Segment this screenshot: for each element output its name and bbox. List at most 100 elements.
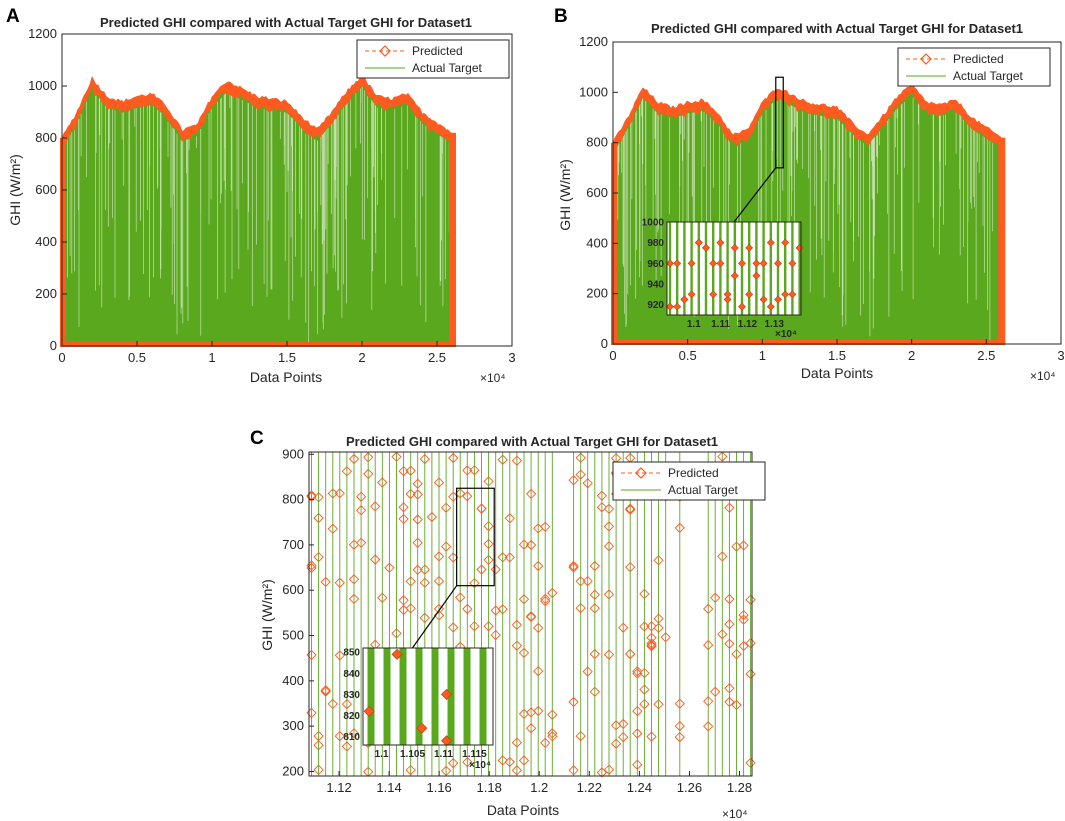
chart-b-inset-predicted-point — [666, 302, 674, 311]
chart-b-legend-predicted-label: Predicted — [953, 52, 1004, 66]
chart-a-xtick-label: 2 — [358, 350, 365, 365]
chart-b-inset-xtick-label: 1.12 — [738, 319, 758, 330]
chart-a-predicted-right-edge — [449, 132, 456, 346]
chart-b-inset-predicted-point — [687, 259, 696, 268]
chart-b-legend-predicted-marker — [920, 53, 932, 65]
chart-b-predicted-right-edge — [998, 137, 1006, 344]
chart-c-zoom-connector — [411, 585, 458, 649]
chart-a-ytick-label: 1000 — [28, 78, 57, 93]
chart-c-inset-ytick-label: 850 — [343, 648, 360, 659]
chart-b-inset-predicted-point — [702, 243, 710, 252]
chart-b-inset-predicted-point — [766, 238, 775, 247]
chart-b-inset-predicted-point — [774, 295, 782, 304]
chart-c-xtick-label: 1.18 — [477, 780, 502, 795]
chart-a-x-exponent: ×10⁴ — [480, 371, 506, 385]
chart-a-ylabel: GHI (W/m²) — [7, 154, 23, 226]
chart-b-inset-xtick-label: 1.11 — [711, 319, 730, 330]
chart-b-inset-predicted-point — [745, 290, 754, 299]
chart-b-xtick-label: 2.5 — [977, 348, 995, 363]
chart-c-inset-ytick-label: 840 — [343, 669, 360, 680]
chart-a-title: Predicted GHI compared with Actual Targe… — [100, 15, 472, 30]
chart-a-legend-predicted-label: Predicted — [412, 44, 463, 58]
chart-c-xlabel: Data Points — [487, 802, 559, 818]
chart-c-inset-xtick-label: 1.11 — [434, 749, 453, 760]
chart-a-xlabel: Data Points — [250, 369, 322, 385]
chart-b-inset-predicted-point — [709, 290, 718, 299]
chart-b-inset-predicted-point — [716, 259, 725, 268]
chart-b-legend-box — [897, 47, 1051, 87]
chart-a-ytick-label: 0 — [50, 338, 57, 353]
chart-a-ytick-label: 200 — [35, 286, 57, 301]
chart-b-inset-predicted-point — [709, 259, 718, 268]
chart-b-inset-predicted-point — [738, 302, 746, 311]
chart-b-inset-predicted-point — [680, 295, 689, 304]
chart-b-inset-predicted-point — [666, 259, 674, 268]
chart-c-plot-frame — [308, 451, 753, 777]
chart-b-legend: Predicted Actual Target — [897, 47, 1051, 87]
chart-b-ytick-label: 400 — [586, 235, 608, 250]
chart-b-xtick-label: 2 — [908, 348, 915, 363]
chart-b-inset-predicted-point — [730, 271, 739, 280]
chart-a-legend-predicted-marker — [379, 45, 391, 57]
chart-b-predicted-baseline — [611, 340, 1006, 345]
chart-c-inset-predicted-point — [391, 648, 403, 660]
chart-b-xtick-label: 3 — [1057, 348, 1064, 363]
chart-c-xtick-label: 1.14 — [376, 780, 401, 795]
chart-c-legend-predicted-label: Predicted — [668, 466, 719, 480]
chart-a-xtick-label: 3 — [508, 350, 515, 365]
chart-b-inset-frame — [666, 221, 802, 316]
chart-b-zoom-connector — [733, 167, 777, 223]
chart-c-xtick-label: 1.16 — [426, 780, 451, 795]
chart-b-xtick-label: 1 — [759, 348, 766, 363]
chart-c-xtick-label: 1.22 — [577, 780, 602, 795]
chart-c-legend: Predicted Actual Target — [612, 461, 766, 501]
chart-b-title: Predicted GHI compared with Actual Targe… — [651, 21, 1023, 36]
chart-b-inset-predicted-point — [745, 243, 754, 252]
chart-a-xtick-label: 1.5 — [278, 350, 296, 365]
chart-c-inset-ytick-label: 810 — [343, 732, 360, 743]
chart-b-xlabel: Data Points — [801, 365, 873, 381]
chart-b-inset-predicted-point — [673, 302, 682, 311]
chart-b-inset-xtick-label: 1.1 — [687, 319, 701, 330]
chart-c-xtick-label: 1.24 — [627, 780, 652, 795]
chart-c-xtick-label: 1.12 — [326, 780, 351, 795]
chart-a-ytick-label: 400 — [35, 234, 57, 249]
chart-b-inset-predicted-point — [788, 290, 797, 299]
chart-c-zoom-box — [456, 487, 495, 587]
chart-c-x-exponent: ×10⁴ — [722, 807, 748, 821]
chart-b-inset-ytick-label: 940 — [647, 280, 664, 291]
chart-b-inset-ytick-label: 980 — [647, 238, 664, 249]
chart-c-title: Predicted GHI compared with Actual Targe… — [346, 434, 718, 449]
chart-b-inset-predicted-point — [759, 295, 768, 304]
panel-letter-c: C — [250, 428, 264, 449]
chart-c-ytick-label: 600 — [282, 582, 304, 597]
chart-c-ytick-label: 800 — [282, 492, 304, 507]
chart-b-inset-predicted-point — [752, 259, 761, 268]
chart-c-ytick-label: 200 — [282, 763, 304, 778]
chart-b-zoom-box — [775, 76, 784, 169]
chart-b-xtick-label: 1.5 — [828, 348, 846, 363]
chart-c-inset-actual-series — [367, 648, 487, 745]
chart-b-inset-predicted-point — [730, 243, 739, 252]
chart-c-ytick-label: 900 — [282, 446, 304, 461]
chart-b-ytick-label: 200 — [586, 286, 608, 301]
panel-letter-b: B — [554, 6, 568, 27]
chart-c-inset-predicted-point — [441, 735, 453, 747]
chart-a-actual-series-dips — [65, 86, 451, 344]
chart-b-inset-predicted-point — [788, 259, 797, 268]
chart-a-legend-box — [356, 39, 510, 79]
chart-b-inset-predicted-point — [781, 290, 790, 299]
chart-c-legend-actual-label: Actual Target — [668, 483, 738, 497]
chart-a-ytick-label: 600 — [35, 182, 57, 197]
chart-c-xtick-label: 1.26 — [677, 780, 702, 795]
chart-b-inset-predicted-point — [766, 302, 775, 311]
chart-b-inset-x-exponent: ×10⁴ — [775, 329, 797, 340]
chart-b-ytick-label: 600 — [586, 185, 608, 200]
chart-a-xtick-label: 2.5 — [428, 350, 446, 365]
chart-b-inset: 920 940 960 980 1000 1.1 1.11 1.12 1.13×10⁴ — [642, 218, 804, 340]
chart-c-xtick-label: 1.28 — [727, 780, 752, 795]
chart-b-inset-predicted-point — [694, 238, 703, 247]
chart-b-ytick-label: 800 — [586, 135, 608, 150]
chart-b-inset-ytick-label: 920 — [647, 300, 664, 311]
chart-c-ytick-label: 500 — [282, 628, 304, 643]
